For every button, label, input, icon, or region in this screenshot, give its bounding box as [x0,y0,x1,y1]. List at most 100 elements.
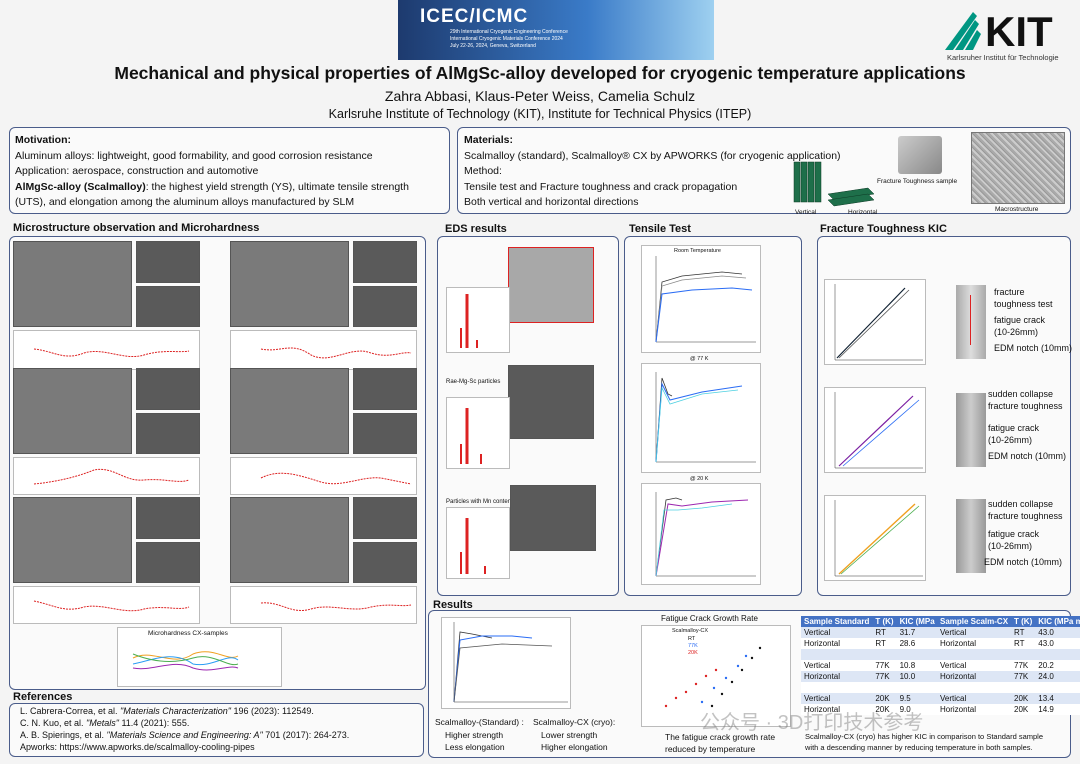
fracture-s2-l5: EDM notch (10mm) [988,451,1067,461]
svg-text:KIT: KIT [985,8,1053,52]
fracture-curves [834,284,923,361]
specimen-illustration [793,161,875,207]
table-header: T (K) [1011,616,1036,627]
affiliation: Karlsruhe Institute of Technology (KIT),… [328,107,752,121]
fracture-s1-l3: fatigue crack [994,315,1046,325]
tensile-plot-20k: @ 20 K [641,476,761,585]
table-header: T (K) [872,616,897,627]
std-bullet-l2: Less elongation [445,742,505,752]
eds-label-mid: Rae-Mg-Sc particles [446,379,501,385]
sem-image [353,286,417,327]
table-header: KIC (MPa m0.5) [896,616,961,627]
table-row [801,649,961,660]
fcg-plot: Scalmalloy-CX RT 77K 20K [641,625,791,727]
hardness-plot [13,330,200,370]
table-header: Sample Scalm-CX [937,616,1012,627]
watermark: 公众号 · 3D打印技术参考 [700,712,924,734]
section-tensile: Tensile Test [629,223,691,235]
section-microstructure: Microstructure observation and Microhard… [13,222,260,234]
sem-image [230,497,349,583]
eds-spectrum [446,397,510,469]
fracture-specimen-photo [956,285,986,359]
table-note-l2: with a descending manner by reducing tem… [805,743,1033,752]
authors: Zahra Abbasi, Klaus-Peter Weiss, Camelia… [384,88,696,104]
tensile-panel: Room Temperature @ 77 K @ 20 K [624,236,802,596]
eds-sem-image [508,247,594,323]
eds-spectrum [446,287,510,353]
macrostructure-photo [971,132,1065,204]
sem-image [353,241,417,283]
tensile-plot-77k-title: @ 77 K [690,356,709,362]
table-row: Horizontal 20K 14.9 [937,704,1080,715]
materials-panel: Materials: Scalmalloy (standard), Scalma… [457,127,1071,216]
table-note-l1: Scalmalloy-CX (cryo) has higher KIC in c… [805,732,1044,741]
fcg-scatter [664,646,762,708]
banner-line-1: 29th International Cryogenic Engineering… [450,29,568,35]
fracture-specimen-photo [956,499,986,573]
tensile-curves-77k [655,372,756,463]
section-fracture: Fracture Toughness KIC [820,223,947,235]
eds-peaks [460,294,478,348]
poster-title: Mechanical and physical properties of Al… [114,63,966,83]
hardness-curve [33,468,190,485]
fracture-s2-l4: (10-26mm) [988,435,1033,445]
fracture-plot [824,279,926,365]
sem-image [13,241,132,327]
fracture-curves [834,392,923,469]
sem-image [230,368,349,454]
table-row: Horizontal 77K 10.0 [801,671,961,682]
sem-image [353,542,417,583]
kic-table-standard: Sample Standard T (K) KIC (MPa m0.5) Verti… [801,616,961,715]
table-row: Vertical 77K 20.2 [937,660,1080,671]
materials-line-1: Scalmalloy (standard), Scalmalloy® CX by… [464,150,841,162]
microstructure-panel: Microhardness CX-samples [9,236,426,690]
fracture-s3-l3: fatigue crack [988,529,1040,539]
label-macrostructure: Macrostructure [995,206,1039,213]
motivation-line-1: Aluminum alloys: lightweight, good forma… [15,150,373,162]
fracture-curves [834,500,923,577]
table-row [937,682,1080,693]
sem-image [136,542,200,583]
fracture-s3-l4: (10-26mm) [988,541,1033,551]
fracture-s2-l3: fatigue crack [988,423,1040,433]
hardness-curve [33,600,190,612]
sem-image [136,368,200,410]
hardness-plot [230,457,417,495]
kit-caption: Karlsruher Institut für Technologie [947,53,1059,62]
motivation-panel: Motivation: Aluminum alloys: lightweight… [9,127,450,214]
section-results: Results [433,599,473,611]
conference-logo: ICEC/ICMC [420,6,529,27]
fracture-s1-l4: (10-26mm) [994,327,1039,337]
sem-image [13,368,132,454]
results-tensile-plot [441,617,571,709]
section-eds: EDS results [445,223,507,235]
table-row: Vertical 77K 10.8 [801,660,961,671]
eds-peaks [460,518,486,574]
sem-image [136,241,200,283]
hardness-curve [260,472,412,485]
fracture-specimen-photo [956,393,986,467]
fcg-legend-77k: 77K [688,643,698,649]
fracture-plot [824,387,926,473]
sem-image [353,368,417,410]
label-vertical: Vertical [795,209,817,216]
fracture-s3-l2: fracture toughness [988,511,1063,521]
ft-sample-photo [898,136,942,174]
reference-4: Apworks: https://www.apworks.de/scalmall… [20,742,255,752]
sem-image [353,497,417,539]
reference-3: A. B. Spierings, et al. "Materials Scien… [20,730,350,740]
eds-peaks [460,408,482,464]
sem-image [230,241,349,327]
microhardness-cx-curves [132,651,239,671]
banner-line-2: International Cryogenic Materials Confer… [450,36,563,42]
table-row: Horizontal RT 28.6 [801,638,961,649]
kit-logo: KIT Karlsruher Institut für Technologie [935,2,1075,62]
fracture-s3-l5: EDM notch (10mm) [984,557,1063,567]
tensile-plot-20k-title: @ 20 K [690,476,709,482]
label-horizontal: Horizontal [848,209,878,216]
tensile-plot-rt: Room Temperature [641,245,761,353]
table-header: Sample Standard [801,616,873,627]
sem-image [136,413,200,454]
eds-sem-image [508,365,594,439]
table-row: Vertical RT 43.0 [937,627,1080,638]
